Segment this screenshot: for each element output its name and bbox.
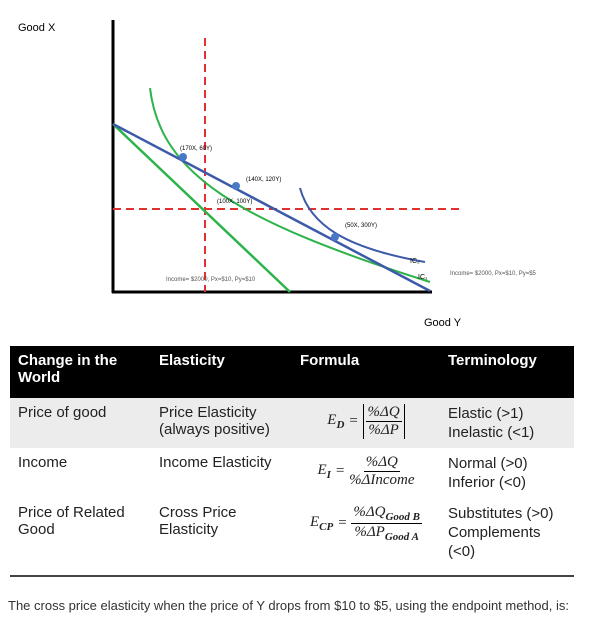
curve-label: IC₁	[418, 274, 428, 281]
numerator-text: %ΔQ	[367, 404, 400, 420]
terminology-line: Complements	[448, 524, 541, 541]
formula: ED = %ΔQ %ΔP	[327, 404, 405, 439]
budget-line	[112, 122, 431, 293]
formula: EI = %ΔQ %ΔIncome	[317, 454, 414, 489]
change-cell: Price of good	[10, 398, 151, 448]
y-axis-label: Good X	[18, 22, 56, 34]
numerator-text: %ΔQ	[353, 504, 386, 520]
question: The cross price elasticity when the pric…	[8, 598, 569, 613]
terminology-cell: Substitutes (>0) Complements (<0)	[440, 498, 574, 577]
denominator-subscript: Good A	[384, 531, 419, 543]
indifference-curve	[149, 87, 431, 283]
formula: ECP = %ΔQGood B %ΔPGood A	[310, 504, 423, 543]
formula-subscript: D	[336, 419, 345, 431]
elasticity-cell: Price Elasticity (always positive)	[151, 398, 292, 448]
formula-lhs: EI	[317, 462, 330, 481]
header-row: Change in the World Elasticity Formula T…	[10, 346, 574, 398]
terminology-line: Elastic (>1)	[448, 405, 524, 422]
point	[232, 182, 240, 190]
curve-label: IC₂	[410, 258, 420, 265]
budget-line	[112, 123, 291, 293]
denominator: %ΔP	[368, 422, 398, 439]
numerator: %ΔQ	[363, 454, 400, 472]
header-cell: Terminology	[440, 346, 574, 398]
header-cell: Change in the World	[10, 346, 151, 398]
formula-symbol: E	[317, 462, 327, 478]
elasticity-cell: Cross Price Elasticity	[151, 498, 292, 577]
terminology-line: Inelastic (<1)	[448, 424, 535, 441]
formula-subscript: I	[326, 469, 331, 481]
terminology-cell: Elastic (>1) Inelastic (<1)	[440, 398, 574, 448]
fraction: %ΔQ %ΔIncome	[349, 454, 414, 489]
terminology-line: Normal (>0)	[448, 455, 528, 472]
formula-symbol: E	[309, 514, 320, 530]
formula-op: =	[337, 515, 348, 531]
terminology-line: Inferior (<0)	[448, 474, 526, 491]
formula-lhs: ECP	[310, 514, 333, 533]
point-label: (100X, 100Y)	[217, 199, 252, 205]
formula-cell: EI = %ΔQ %ΔIncome	[292, 448, 440, 498]
formula-symbol: E	[327, 412, 337, 428]
numerator: %ΔQGood B	[351, 504, 423, 524]
denominator-text: %ΔP	[354, 524, 385, 540]
denominator: %ΔPGood A	[354, 524, 419, 543]
numerator-subscript: Good B	[385, 511, 421, 523]
table-row: Price of good Price Elasticity (always po…	[10, 398, 574, 448]
point	[331, 233, 339, 241]
terminology-cell: Normal (>0) Inferior (<0)	[440, 448, 574, 498]
table-row: Income Income Elasticity EI = %ΔQ %ΔIncome Nor…	[10, 448, 574, 498]
point	[179, 153, 187, 161]
point-label: (140X, 120Y)	[246, 177, 281, 183]
formula-op: =	[348, 413, 359, 429]
formula-op: =	[334, 463, 346, 479]
formula-cell: ECP = %ΔQGood B %ΔPGood A	[292, 498, 440, 577]
numerator-text: %ΔQ	[365, 454, 398, 470]
budget-label: Income= $2000, Px=$10, Py=$5	[450, 271, 537, 277]
header-cell: Elasticity	[151, 346, 292, 398]
x-axis-label: Good Y	[424, 317, 462, 329]
terminology-line: (<0)	[448, 543, 476, 560]
fraction: %ΔQ %ΔP	[362, 404, 405, 439]
denominator-text: %ΔP	[368, 422, 399, 438]
budget-label: Income= $2000, Px=$10, Py=$10	[166, 277, 256, 283]
header-cell: Formula	[292, 346, 440, 398]
elasticity-cell: Income Elasticity	[159, 454, 272, 471]
diagram: Good X Good Y (170X, 60Y) (140X, 120Y) (…	[18, 20, 537, 329]
point-label: (50X, 300Y)	[345, 223, 377, 229]
formula-lhs: ED	[327, 412, 344, 431]
terminology-line: Substitutes (>0)	[448, 505, 554, 522]
formula-cell: ED = %ΔQ %ΔP	[292, 398, 440, 448]
denominator-text: %ΔIncome	[349, 472, 415, 488]
fraction: %ΔQGood B %ΔPGood A	[351, 504, 423, 543]
numerator: %ΔQ	[365, 404, 402, 422]
elasticity-table: Change in the World Elasticity Formula T…	[10, 346, 574, 577]
denominator: %ΔIncome	[349, 472, 414, 489]
table-row: Price of Related Good Cross Price Elastic…	[10, 498, 574, 577]
formula-subscript: CP	[319, 521, 334, 533]
change-cell: Price of Related Good	[10, 498, 151, 577]
change-cell: Income	[18, 454, 68, 471]
point-label: (170X, 60Y)	[180, 146, 212, 152]
